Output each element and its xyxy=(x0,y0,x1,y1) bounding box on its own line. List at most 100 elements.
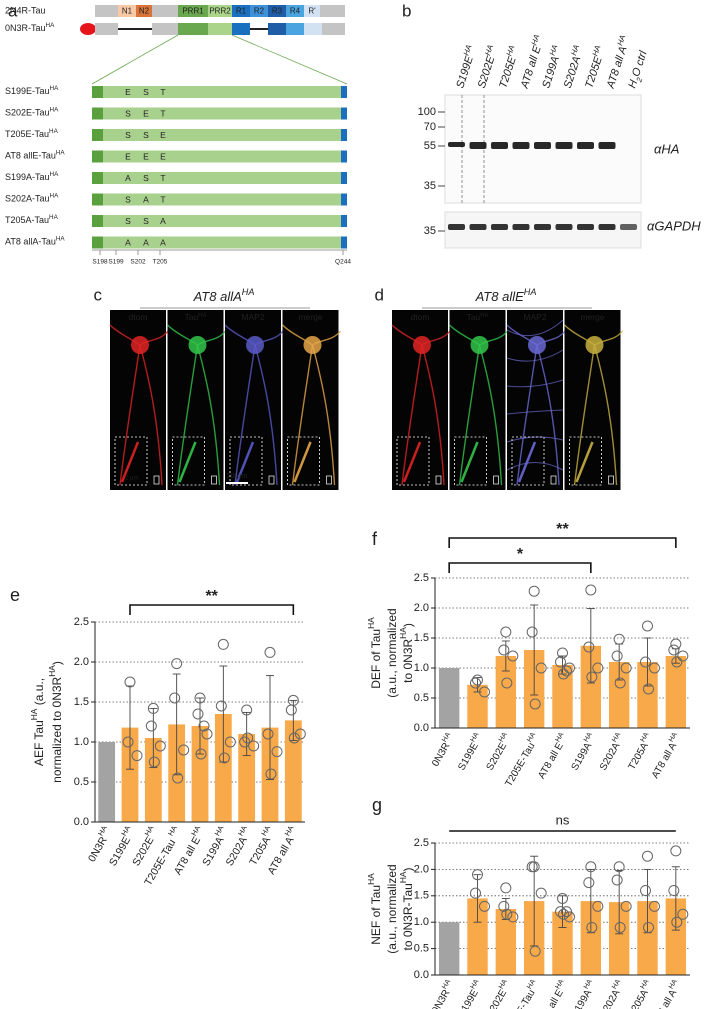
x-tick-label: S202EHA xyxy=(483,978,514,1009)
data-point xyxy=(526,626,538,638)
data-point xyxy=(640,656,651,668)
significance-label: * xyxy=(517,546,524,563)
roi xyxy=(153,475,160,485)
lane-label: S202EHA xyxy=(472,43,500,89)
data-point xyxy=(470,677,481,689)
y-axis-label-part: HA xyxy=(398,627,408,639)
y-tick-label: 1.0 xyxy=(74,736,89,748)
inset-neurite xyxy=(517,441,537,483)
neurite xyxy=(506,349,564,362)
x-tick-label-part: AT8 all A xyxy=(650,740,679,780)
inset-neurite xyxy=(293,441,312,483)
lane-label-part: HA xyxy=(529,33,541,46)
band-gapdh xyxy=(598,224,616,230)
construct-label: S202E-TauHA xyxy=(5,107,59,118)
data-point xyxy=(131,750,143,762)
data-point xyxy=(585,584,597,596)
micrograph xyxy=(224,310,284,490)
neurite xyxy=(421,330,451,346)
y-tick-label: 0.0 xyxy=(414,722,429,734)
micrograph xyxy=(282,310,342,490)
domain-label: PRR1 xyxy=(182,7,204,16)
residue: A xyxy=(160,237,166,247)
panel-title-part: HA xyxy=(524,287,537,297)
data-point xyxy=(586,921,598,933)
antibody-label: αGAPDH xyxy=(647,218,701,233)
lane-label-part: H xyxy=(626,79,640,90)
neurite xyxy=(593,344,618,486)
data-point xyxy=(500,626,512,638)
roi xyxy=(435,475,442,485)
domain xyxy=(268,5,286,17)
ha-tag xyxy=(80,23,96,35)
x-tick-label-part: HA xyxy=(527,731,538,743)
neurite xyxy=(478,344,503,486)
neurite xyxy=(401,344,423,486)
data-point xyxy=(671,656,683,668)
y-tick-label: 1.5 xyxy=(414,890,429,902)
data-point xyxy=(145,720,157,732)
construct-start xyxy=(92,215,103,227)
residue: E xyxy=(125,151,131,161)
x-tick-label: S199AHA xyxy=(568,978,599,1009)
x-tick-label-part: HA xyxy=(442,978,453,990)
domain xyxy=(286,23,304,35)
channel-label-part: merge xyxy=(298,312,322,322)
bar xyxy=(495,909,517,975)
neurite xyxy=(282,324,313,346)
x-tick-label-part: S199E xyxy=(456,740,481,772)
x-tick-label-part: HA xyxy=(120,824,133,837)
data-point xyxy=(613,861,625,873)
roi xyxy=(550,475,557,485)
inset xyxy=(569,436,602,486)
data-point xyxy=(668,644,680,656)
lane-label-part: HA xyxy=(504,44,516,57)
domain xyxy=(208,5,232,17)
construct-end xyxy=(341,129,347,141)
bar xyxy=(552,911,573,975)
band-gapdh xyxy=(577,224,594,230)
construct-label-part: HA xyxy=(49,128,59,135)
data-point xyxy=(479,900,490,912)
x-tick-label-part: HA xyxy=(668,978,679,990)
significance-bracket xyxy=(448,537,677,548)
data-point xyxy=(201,728,213,740)
inset-neurite xyxy=(402,441,422,483)
data-point xyxy=(262,728,274,740)
band-ha xyxy=(577,142,594,149)
residue: T xyxy=(160,173,165,183)
neurite xyxy=(109,324,141,346)
error-bar xyxy=(242,711,251,757)
band-ha xyxy=(598,142,616,149)
lane-label-part: T205E xyxy=(583,55,605,90)
panel-letter: a xyxy=(8,1,18,20)
x-tick-label-part: HA xyxy=(283,824,296,837)
bar xyxy=(284,720,302,822)
lane-label-part: HA xyxy=(547,43,559,56)
domain-label: PRR2 xyxy=(209,7,231,16)
data-point xyxy=(500,882,512,894)
bar xyxy=(608,902,630,975)
protein-label-part: HA xyxy=(46,22,56,29)
construct-label: AT8 allE-TauHA xyxy=(5,150,65,161)
error-bar xyxy=(558,895,567,928)
construct-label-part: S202A-Tau xyxy=(5,194,50,204)
x-tick-label-part: S199A xyxy=(569,740,594,772)
x-tick-label-part: HA xyxy=(583,731,594,743)
x-tick-label-part: S199E xyxy=(107,835,133,868)
channel-label-part: HA xyxy=(480,313,488,319)
y-tick-label: 0.5 xyxy=(74,776,89,788)
neurite xyxy=(254,344,278,486)
domain xyxy=(136,5,152,17)
domain-label: N2 xyxy=(139,7,150,16)
inset xyxy=(114,436,148,486)
error-bar xyxy=(671,866,680,931)
data-point xyxy=(649,900,660,912)
roi xyxy=(268,475,275,485)
neurite xyxy=(224,324,256,346)
panel-letter: d xyxy=(375,285,384,304)
inset-neurite xyxy=(235,441,255,483)
x-tick-label-part: HA xyxy=(498,731,509,743)
data-point xyxy=(620,662,632,674)
data-point xyxy=(561,665,572,677)
